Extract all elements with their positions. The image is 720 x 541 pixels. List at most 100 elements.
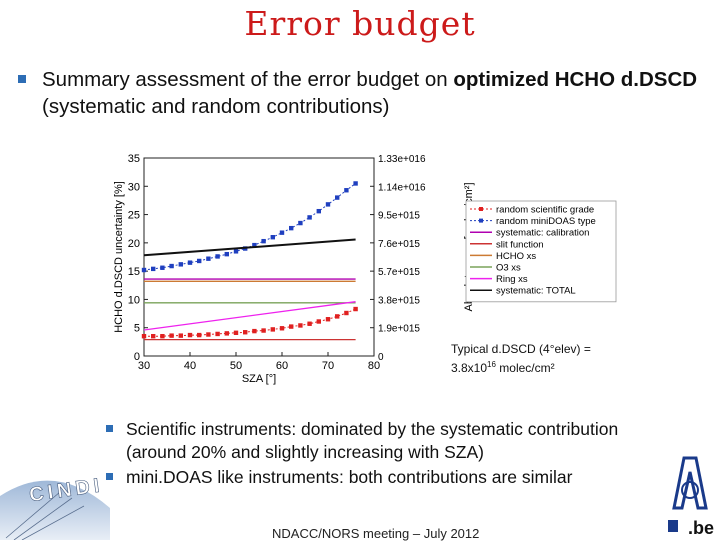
data-point xyxy=(335,195,340,200)
data-point xyxy=(270,235,275,240)
data-point xyxy=(233,249,239,254)
legend-label: O3 xs xyxy=(496,263,521,274)
data-point xyxy=(344,188,349,193)
data-point xyxy=(325,202,331,207)
data-point xyxy=(243,330,248,335)
cindi-logo-icon: CINDI xyxy=(0,474,110,540)
data-point xyxy=(187,332,193,338)
bullet-square-icon xyxy=(18,75,26,83)
legend-marker xyxy=(479,207,483,211)
right-tick-label: 5.7e+015 xyxy=(378,267,420,278)
data-point xyxy=(215,331,220,337)
y-tick-label: 0 xyxy=(134,351,140,363)
data-point xyxy=(197,258,202,264)
sub-bullet-text: mini.DOAS like instruments: both contrib… xyxy=(126,467,573,487)
data-point xyxy=(187,260,193,265)
note-value: 3.8x10 xyxy=(451,361,488,375)
y-tick-label: 15 xyxy=(128,266,140,278)
right-tick-label: 0 xyxy=(378,352,384,363)
plot-area xyxy=(143,157,375,357)
data-point xyxy=(316,319,321,324)
right-tick-label: 1.14e+016 xyxy=(378,182,426,193)
footer-text: NDACC/NORS meeting – July 2012 xyxy=(272,526,480,541)
legend-marker xyxy=(479,218,483,223)
data-point xyxy=(279,326,285,331)
data-point xyxy=(169,263,174,269)
note-exponent: 16 xyxy=(487,360,496,369)
y-tick-label: 30 xyxy=(128,181,140,193)
logo-be-text: .be xyxy=(688,518,714,538)
data-point xyxy=(160,265,165,270)
data-point xyxy=(344,310,349,316)
series-line xyxy=(143,301,356,331)
y-tick-label: 20 xyxy=(128,238,140,250)
data-point xyxy=(289,324,294,329)
data-point xyxy=(178,262,183,267)
data-point xyxy=(224,331,229,336)
legend-box xyxy=(465,200,617,303)
data-point xyxy=(252,328,257,334)
data-point xyxy=(151,266,156,272)
data-point xyxy=(178,333,183,338)
right-tick-label: 3.8e+015 xyxy=(378,295,420,306)
slide-title: Error budget xyxy=(244,4,476,43)
data-point xyxy=(316,208,321,214)
y-tick-label: 5 xyxy=(134,323,140,335)
data-point xyxy=(270,327,275,332)
y-tick-label: 35 xyxy=(128,153,140,165)
data-point xyxy=(261,238,266,244)
bullet-square-icon xyxy=(106,473,113,480)
y-tick-label: 10 xyxy=(128,294,140,306)
data-point xyxy=(325,317,331,322)
data-point xyxy=(206,332,211,337)
note-unit: molec/cm² xyxy=(495,361,555,375)
x-tick-label: 60 xyxy=(276,360,288,372)
data-point xyxy=(233,330,239,336)
x-tick-label: 70 xyxy=(322,360,334,372)
data-point xyxy=(298,323,303,328)
sub-bullet-minidoas: mini.DOAS like instruments: both contrib… xyxy=(106,466,666,489)
data-point xyxy=(298,220,303,226)
legend-label: random miniDOAS type xyxy=(496,216,596,227)
data-point xyxy=(160,334,165,339)
data-point xyxy=(169,333,174,338)
y-tick-label: 25 xyxy=(128,210,140,222)
note-line-1: Typical d.DSCD (4°elev) = xyxy=(451,342,591,356)
right-tick-label: 9.5e+015 xyxy=(378,211,420,222)
belspo-logo-icon: .be xyxy=(668,456,714,538)
x-axis-label: SZA [°] xyxy=(242,373,276,385)
sub-bullet-list: Scientific instruments: dominated by the… xyxy=(106,418,666,491)
data-point xyxy=(206,256,211,261)
data-point xyxy=(335,314,340,319)
x-tick-label: 40 xyxy=(184,360,196,372)
data-point xyxy=(307,215,312,220)
x-tick-label: 50 xyxy=(230,360,242,372)
data-point xyxy=(252,242,257,248)
legend-label: systematic: TOTAL xyxy=(496,286,576,297)
main-bullet-bold: optimized HCHO d.DSCD xyxy=(453,68,698,91)
data-point xyxy=(141,334,147,339)
legend-label: slit function xyxy=(496,239,544,250)
legend-label: Ring xs xyxy=(496,274,528,285)
data-point xyxy=(215,254,220,259)
series-7 xyxy=(143,238,356,257)
data-point xyxy=(141,267,147,273)
x-tick-label: 30 xyxy=(138,360,150,372)
main-bullet-prefix: Summary assessment of the error budget o… xyxy=(42,68,454,91)
y-axis-label: HCHO d.DSCD uncertainty [%] xyxy=(113,181,125,333)
x-tick-label: 80 xyxy=(368,360,380,372)
legend-label: random scientific grade xyxy=(496,205,594,216)
data-point xyxy=(353,181,358,186)
series-0 xyxy=(141,306,358,339)
main-bullet: Summary assessment of the error budget o… xyxy=(18,66,698,120)
main-bullet-suffix: (systematic and random contributions) xyxy=(42,95,390,118)
sub-bullet-text: Scientific instruments: dominated by the… xyxy=(126,419,619,462)
data-point xyxy=(279,230,285,235)
right-tick-label: 1.33e+016 xyxy=(378,154,426,165)
data-point xyxy=(197,332,202,338)
right-tick-label: 7.6e+015 xyxy=(378,239,420,250)
data-point xyxy=(353,306,358,312)
typical-dscd-note: Typical d.DSCD (4°elev) = 3.8x1016 molec… xyxy=(451,342,591,376)
data-point xyxy=(307,321,312,326)
